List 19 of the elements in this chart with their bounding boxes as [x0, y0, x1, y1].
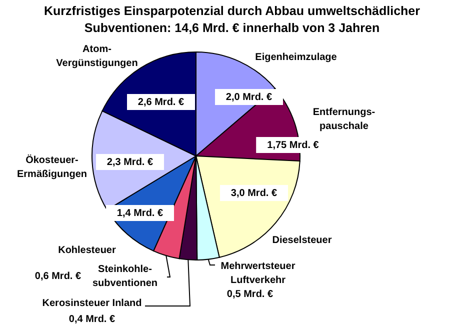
slice-label: Eigenheimzulage — [255, 52, 338, 63]
slice-label: Atom- Vergünstigungen — [56, 44, 138, 69]
data-label: 2,6 Mrd. € — [138, 97, 184, 108]
data-label: 0,5 Mrd. € — [226, 289, 274, 300]
data-label: 3,0 Mrd. € — [230, 188, 278, 199]
slice-label: Entfernungs- pauschale — [312, 107, 376, 132]
slice-label: Steinkohle- subventionen — [92, 264, 158, 289]
slice-label: Kerosinsteuer Inland — [42, 298, 142, 309]
slice-label: Ökosteuer- Ermäßigungen — [16, 154, 88, 180]
data-label: 0,6 Mrd. € — [34, 271, 82, 282]
slice-label: Kohlesteuer — [58, 245, 116, 256]
data-label: 2,0 Mrd. € — [226, 92, 272, 103]
data-label: 1,75 Mrd. € — [267, 140, 320, 151]
slice-label: Mehrwertsteuer Luftverkehr — [220, 261, 296, 286]
slice-label: Dieselsteuer — [272, 235, 332, 246]
data-label: 0,4 Mrd. € — [68, 314, 116, 325]
chart-title: Kurzfristiges Einsparpotenzial durch Abbau umweltschädlicher Subventionen: 14,6 Mrd. € innerhalb von 3 Jahren — [44, 4, 420, 35]
data-label: 2,3 Mrd. € — [106, 157, 154, 168]
data-label: 1,4 Mrd. € — [116, 208, 164, 219]
